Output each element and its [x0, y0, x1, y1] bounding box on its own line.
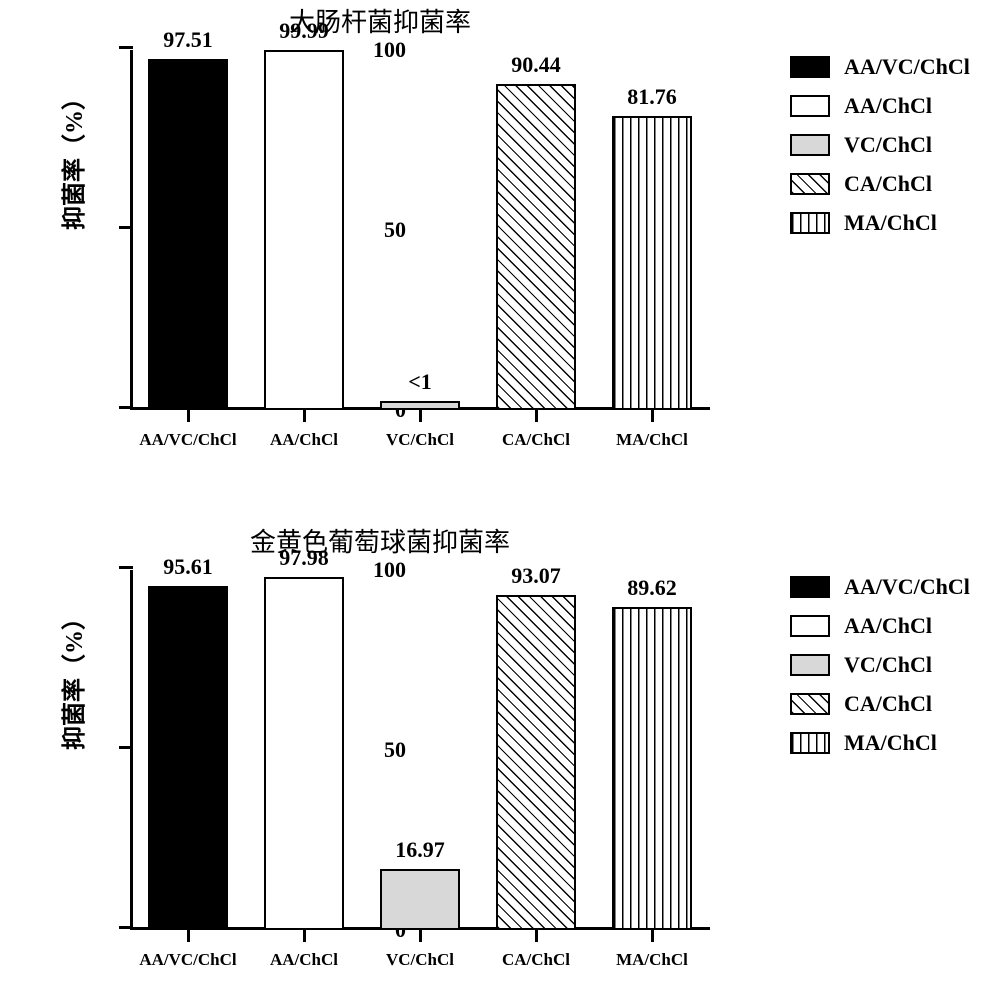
xtick: [419, 930, 422, 942]
legend-label: AA/ChCl: [844, 613, 932, 639]
bars-bottom: 95.61 97.98 16.97 93.07 89.62 AA/VC/ChCl…: [130, 570, 710, 930]
legend-swatch: [790, 212, 830, 234]
xtick: [303, 410, 306, 422]
panel-bottom: 金黄色葡萄球菌抑菌率 抑菌率（%） 0 50 100 95.61 97.98 1…: [0, 520, 1000, 990]
legend-item: AA/VC/ChCl: [790, 574, 970, 600]
legend-label: MA/ChCl: [844, 210, 937, 236]
xtick-label: MA/ChCl: [592, 430, 712, 450]
xtick: [651, 930, 654, 942]
bar-value-label: 81.76: [592, 84, 712, 110]
bar-vc-chcl: [380, 869, 460, 930]
legend-item: CA/ChCl: [790, 691, 970, 717]
xtick: [419, 410, 422, 422]
legend-item: AA/ChCl: [790, 613, 970, 639]
y-axis-label-bottom: 抑菌率（%）: [54, 606, 89, 750]
legend-swatch: [790, 56, 830, 78]
bar-ma-chcl: [612, 607, 692, 930]
bar-ca-chcl: [496, 84, 576, 410]
panel-top: 大肠杆菌抑菌率 抑菌率（%） 0 50 100 97.51 99.99 <1 9…: [0, 0, 1000, 470]
legend-label: AA/VC/ChCl: [844, 54, 970, 80]
bar-value-label: 99.99: [244, 18, 364, 44]
chart-title-bottom: 金黄色葡萄球菌抑菌率: [0, 522, 760, 559]
chart-title-top: 大肠杆菌抑菌率: [0, 2, 760, 39]
xtick-label: VC/ChCl: [360, 430, 480, 450]
figure: 大肠杆菌抑菌率 抑菌率（%） 0 50 100 97.51 99.99 <1 9…: [0, 0, 1000, 988]
bar-aa-vc-chcl: [148, 586, 228, 930]
bar-aa-vc-chcl: [148, 59, 228, 410]
legend-item: MA/ChCl: [790, 210, 970, 236]
legend-top: AA/VC/ChCl AA/ChCl VC/ChCl CA/ChCl MA/Ch…: [790, 54, 970, 249]
xtick: [535, 930, 538, 942]
legend-item: VC/ChCl: [790, 132, 970, 158]
bar-value-label: 90.44: [476, 52, 596, 78]
bar-value-label: 89.62: [592, 575, 712, 601]
xtick-label: MA/ChCl: [592, 950, 712, 970]
xtick-label: CA/ChCl: [476, 950, 596, 970]
bar-aa-chcl: [264, 50, 344, 410]
legend-swatch: [790, 732, 830, 754]
legend-item: CA/ChCl: [790, 171, 970, 197]
legend-swatch: [790, 95, 830, 117]
legend-item: VC/ChCl: [790, 652, 970, 678]
bar-aa-chcl: [264, 577, 344, 930]
xtick: [187, 410, 190, 422]
legend-swatch: [790, 134, 830, 156]
legend-label: CA/ChCl: [844, 691, 932, 717]
bars-top: 97.51 99.99 <1 90.44 81.76 AA/VC/ChCl AA…: [130, 50, 710, 410]
xtick-label: AA/ChCl: [244, 430, 364, 450]
legend-bottom: AA/VC/ChCl AA/ChCl VC/ChCl CA/ChCl MA/Ch…: [790, 574, 970, 769]
bar-value-label: 97.51: [128, 27, 248, 53]
xtick: [535, 410, 538, 422]
legend-item: AA/ChCl: [790, 93, 970, 119]
xtick-label: AA/VC/ChCl: [128, 950, 248, 970]
xtick: [187, 930, 190, 942]
xtick-label: AA/VC/ChCl: [128, 430, 248, 450]
xtick-label: AA/ChCl: [244, 950, 364, 970]
legend-item: AA/VC/ChCl: [790, 54, 970, 80]
legend-label: VC/ChCl: [844, 652, 932, 678]
legend-swatch: [790, 693, 830, 715]
bar-vc-chcl: [380, 401, 460, 410]
legend-swatch: [790, 615, 830, 637]
xtick: [651, 410, 654, 422]
bar-value-label: <1: [360, 369, 480, 395]
legend-swatch: [790, 173, 830, 195]
bar-value-label: 95.61: [128, 554, 248, 580]
legend-label: AA/VC/ChCl: [844, 574, 970, 600]
legend-label: MA/ChCl: [844, 730, 937, 756]
legend-label: CA/ChCl: [844, 171, 932, 197]
xtick-label: VC/ChCl: [360, 950, 480, 970]
y-axis-label-top: 抑菌率（%）: [54, 86, 89, 230]
legend-swatch: [790, 654, 830, 676]
legend-label: VC/ChCl: [844, 132, 932, 158]
legend-label: AA/ChCl: [844, 93, 932, 119]
bar-value-label: 16.97: [360, 837, 480, 863]
xtick-label: CA/ChCl: [476, 430, 596, 450]
bar-ma-chcl: [612, 116, 692, 410]
legend-swatch: [790, 576, 830, 598]
xtick: [303, 930, 306, 942]
bar-value-label: 93.07: [476, 563, 596, 589]
legend-item: MA/ChCl: [790, 730, 970, 756]
bar-value-label: 97.98: [244, 545, 364, 571]
bar-ca-chcl: [496, 595, 576, 930]
